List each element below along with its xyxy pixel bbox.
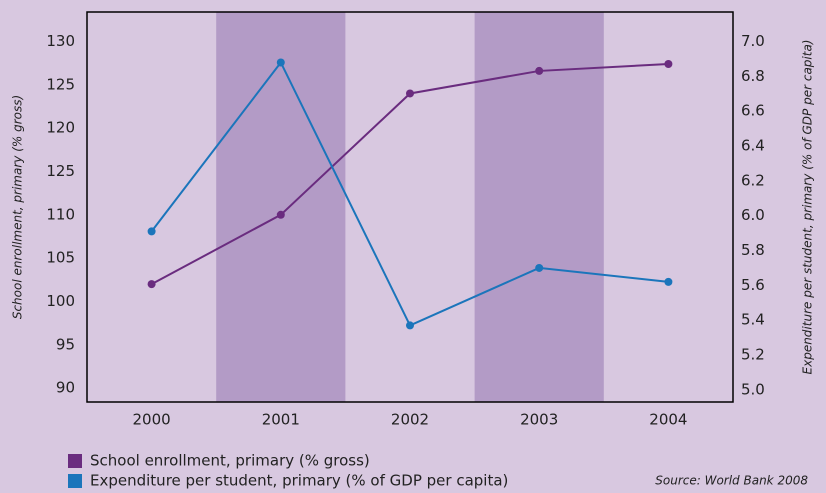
point (535, 263, 544, 272)
point (664, 60, 673, 68)
y2-tick-label: 6.0 (741, 206, 765, 224)
legend-swatch (68, 454, 82, 468)
x-tick-label: 2000 (133, 411, 171, 429)
y-tick-label: 105 (46, 249, 75, 267)
y2-tick-label: 7.0 (741, 32, 765, 50)
point (406, 321, 414, 330)
legend-label: Expenditure per student, primary (% of G… (90, 472, 508, 490)
x-tick-label: 2001 (262, 411, 300, 429)
shaded-band (216, 12, 346, 402)
y2-tick-label: 6.2 (741, 171, 765, 189)
y2-tick-label: 5.0 (741, 380, 765, 398)
source: Source: World Bank 2008 (655, 474, 808, 488)
point (664, 277, 673, 286)
y2-tick-label: 6.6 (741, 102, 765, 120)
point (276, 58, 285, 67)
y2-tick-label: 6.8 (741, 67, 765, 85)
y-tick-label: 125 (46, 75, 75, 93)
legend-swatch (68, 474, 82, 488)
x-tick-label: 2003 (520, 411, 558, 429)
legend-label: School enrollment, primary (% gross) (90, 452, 370, 470)
point (276, 210, 285, 219)
y-axis-title: School enrollment, primary (% gross) (11, 95, 25, 319)
point (147, 280, 156, 289)
y-tick-label: 125 (46, 162, 75, 180)
x-tick-label: 2004 (649, 411, 687, 429)
y-tick-label: 120 (46, 119, 75, 137)
point (147, 227, 156, 236)
x-tick-label: 2002 (391, 411, 429, 429)
y-tick-label: 110 (46, 205, 75, 223)
shaded-band (474, 12, 604, 402)
y2-tick-label: 6.4 (741, 137, 765, 155)
y2-axis-title: Expenditure per student, primary (% of G… (801, 40, 815, 375)
y2-tick-label: 5.8 (741, 241, 765, 259)
y-tick-label: 130 (46, 32, 75, 50)
y2-tick-label: 5.2 (741, 345, 765, 363)
y-tick-label: 90 (56, 379, 75, 397)
point (535, 66, 544, 75)
point (406, 89, 414, 98)
y-tick-label: 95 (56, 335, 75, 353)
y-tick-label: 100 (46, 292, 75, 310)
y2-tick-label: 5.6 (741, 276, 765, 294)
y2-tick-label: 5.4 (741, 311, 765, 329)
plot-frame (86, 11, 734, 403)
